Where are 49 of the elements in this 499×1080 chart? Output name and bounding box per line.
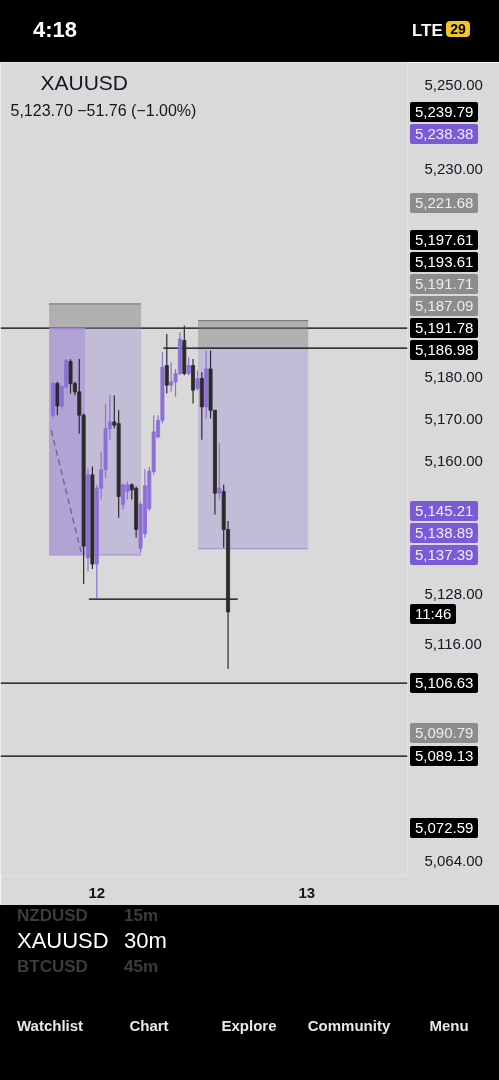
y-tick-label: 5,128.00 xyxy=(424,585,483,603)
text: 5,238.38 xyxy=(410,124,479,144)
text: LTE xyxy=(412,21,443,41)
candlestick xyxy=(169,361,174,393)
y-tick-label: 5,250.00 xyxy=(424,76,483,94)
text: 5,191.71 xyxy=(410,274,479,294)
text: 5,197.61 xyxy=(410,230,479,250)
candlestick xyxy=(164,333,169,395)
y-tick-label: 5,160.00 xyxy=(424,451,483,469)
text: 30m xyxy=(124,928,167,954)
text: 5,187.09 xyxy=(410,296,479,316)
candlestick xyxy=(217,442,222,501)
text: 5,239.79 xyxy=(410,102,479,122)
text: 4:18 xyxy=(33,17,78,43)
x-tick-label: 12 xyxy=(88,883,106,901)
text: 5,123.70 −51.76 (−1.00%) xyxy=(10,102,197,119)
text: 5,072.59 xyxy=(410,818,479,838)
text: 45m xyxy=(124,957,159,977)
candlestick xyxy=(68,358,73,395)
text: 5,138.89 xyxy=(410,523,479,543)
text: 29 xyxy=(446,21,470,38)
text: 5,221.68 xyxy=(410,193,479,213)
ref-line-label: 5,191.78 xyxy=(410,317,479,338)
y-tick-label: 5,116.00 xyxy=(424,635,482,653)
text: Watchlist xyxy=(15,1017,85,1035)
text: 5,193.61 xyxy=(410,252,479,272)
y-tick-label: 5,170.00 xyxy=(424,409,483,427)
text: NZDUSD xyxy=(17,906,88,926)
ref-line-label: 5,089.13 xyxy=(410,745,479,766)
text: 5,090.79 xyxy=(410,723,479,743)
text: Chart xyxy=(128,1017,170,1035)
text: 5,186.98 xyxy=(410,340,479,360)
ref-line-label: 5,106.63 xyxy=(410,672,479,693)
x-tick-label: 13 xyxy=(298,883,316,901)
y-tick-label: 5,180.00 xyxy=(424,368,483,386)
candlestick xyxy=(55,381,60,416)
text: Menu xyxy=(428,1017,470,1035)
text: XAUUSD xyxy=(17,928,109,954)
text: Community xyxy=(306,1017,392,1035)
text: 11:46 xyxy=(410,604,457,624)
text: 5,145.21 xyxy=(410,501,479,521)
candlestick xyxy=(195,370,200,391)
text: BTCUSD xyxy=(17,957,88,977)
text: 5,137.39 xyxy=(410,545,479,565)
text: Explore xyxy=(220,1017,278,1035)
y-tick-label: 5,064.00 xyxy=(424,851,483,869)
chart-title: XAUUSD xyxy=(40,71,129,94)
y-tick-label: 5,230.00 xyxy=(424,159,483,177)
text: 15m xyxy=(124,906,159,926)
